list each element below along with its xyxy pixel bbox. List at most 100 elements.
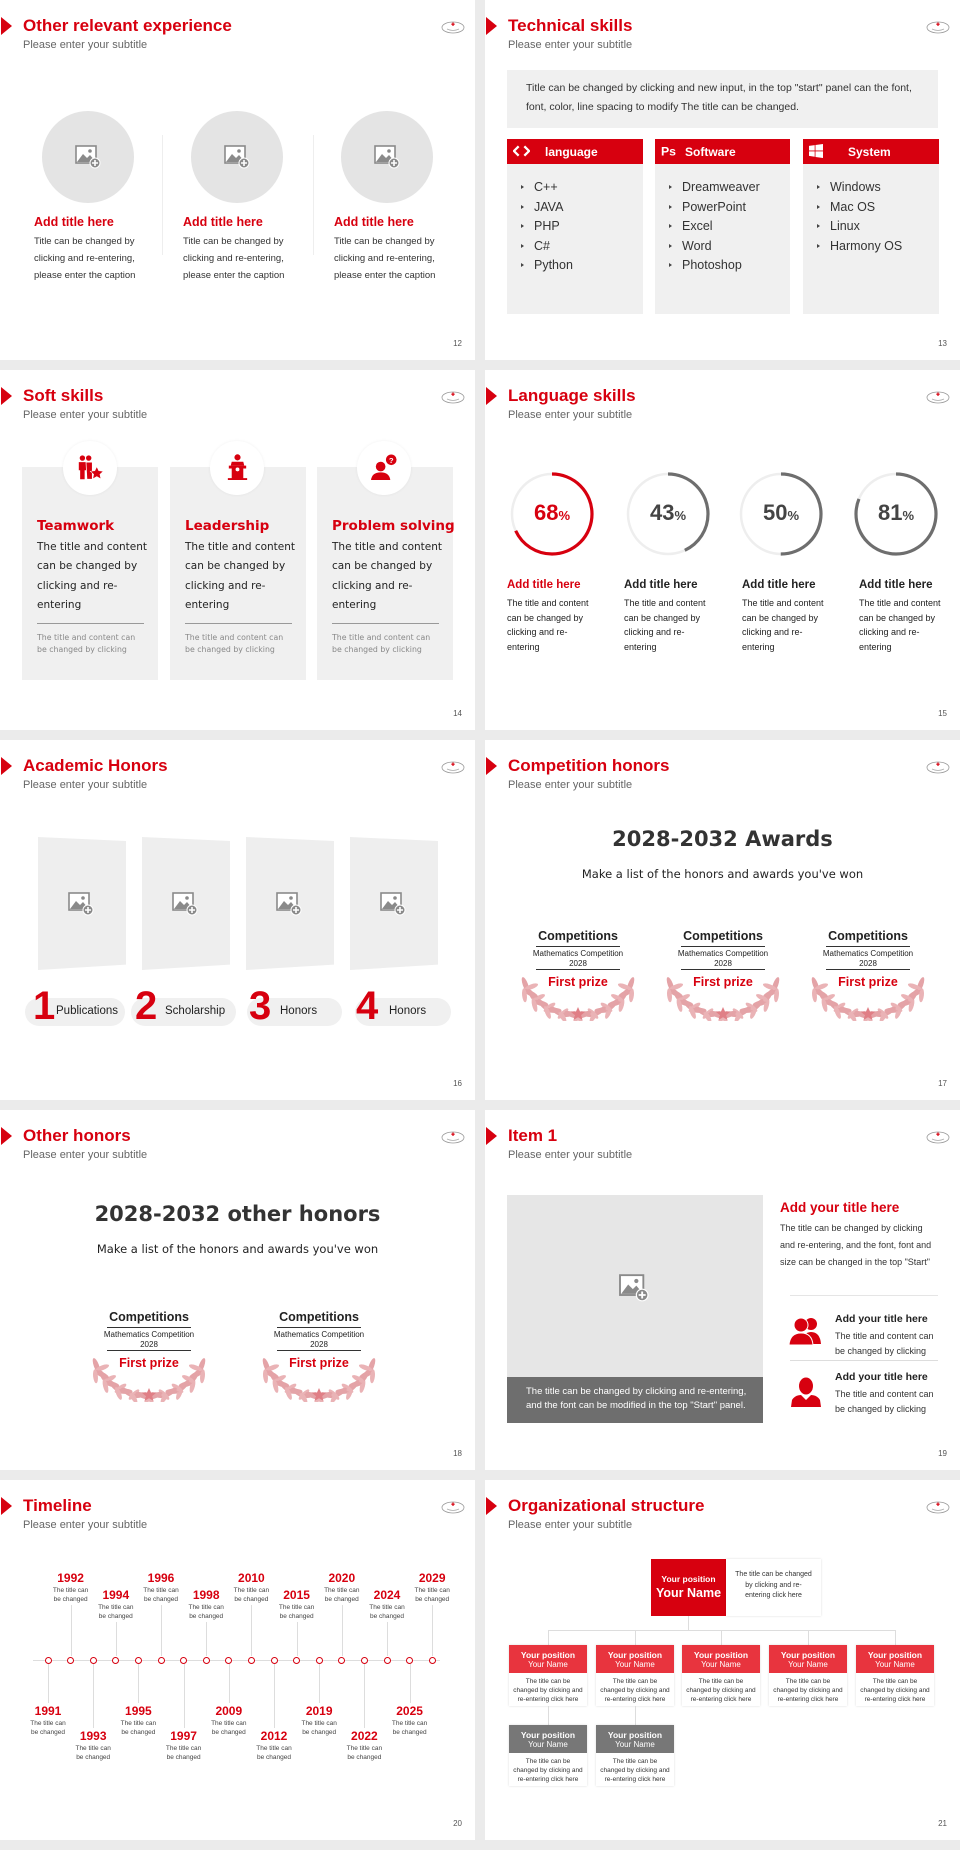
page-number: 19: [938, 1449, 947, 1458]
honors-heading: 2028-2032 other honors: [94, 1202, 381, 1226]
timeline-dot[interactable]: [293, 1656, 301, 1664]
slide-org-structure[interactable]: Organizational structure Please enter yo…: [485, 1480, 960, 1840]
skill-item: Windows: [817, 180, 881, 194]
timeline-year: 1997: [170, 1729, 197, 1743]
slide-timeline[interactable]: Timeline Please enter your subtitle 1991…: [0, 1480, 475, 1840]
org-top-box[interactable]: Your position Your Name: [651, 1559, 726, 1616]
slide-title: Language skills: [508, 386, 636, 405]
timeline-dot[interactable]: [180, 1656, 188, 1664]
award-year: 2028: [859, 959, 877, 968]
slide-language-skills[interactable]: Language skills Please enter your subtit…: [485, 370, 960, 730]
skill-card-leadership[interactable]: [170, 467, 306, 680]
page-number: 20: [453, 1819, 462, 1828]
add-image-icon[interactable]: [374, 145, 400, 169]
org-box[interactable]: Your position Your Name The title can be c…: [596, 1645, 674, 1706]
add-image-icon[interactable]: [618, 1274, 650, 1302]
org-box[interactable]: Your position Your Name The title can be c…: [509, 1725, 587, 1786]
podium-speaker-icon: [227, 454, 248, 481]
skill-card-teamwork[interactable]: [22, 467, 158, 680]
timeline-connector: [183, 1664, 185, 1728]
org-name: Your Name: [528, 1740, 568, 1749]
timeline-dot[interactable]: [157, 1656, 165, 1664]
org-top-position: Your position: [661, 1574, 716, 1584]
slide-subtitle: Please enter your subtitle: [508, 409, 633, 421]
skill-card-problem-solving[interactable]: [317, 467, 453, 680]
photo-placeholder[interactable]: [38, 837, 126, 970]
add-image-icon[interactable]: [276, 892, 302, 916]
award-event: Mathematics Competition: [273, 1330, 365, 1339]
slide-academic-honors[interactable]: Academic Honors Please enter your subtit…: [0, 740, 475, 1100]
timeline-dot[interactable]: [428, 1656, 436, 1664]
timeline-dot[interactable]: [406, 1656, 414, 1664]
skill-item-label: Harmony OS: [830, 238, 903, 253]
divider: [162, 135, 163, 255]
image-placeholder[interactable]: [191, 111, 283, 203]
skill-column-system: System Windows Mac OS Linux Harmony OS: [803, 139, 939, 314]
bullet-icon: [669, 204, 672, 209]
timeline-text: The title can be changed: [369, 1604, 405, 1620]
add-image-icon[interactable]: [380, 892, 406, 916]
person-icon: [791, 1377, 821, 1407]
honor-label: Honors: [389, 1005, 427, 1017]
timeline-dot[interactable]: [383, 1656, 391, 1664]
timeline-dot[interactable]: [112, 1656, 120, 1664]
slide-other-honors[interactable]: Other honors Please enter your subtitle …: [0, 1110, 475, 1470]
photo-placeholder[interactable]: [246, 837, 334, 970]
skill-column-label: Software: [685, 145, 736, 159]
org-position: Your position: [867, 1650, 923, 1660]
photo-placeholder[interactable]: [350, 837, 438, 970]
org-box[interactable]: Your position Your Name The title can be c…: [856, 1645, 934, 1706]
main-title: Add your title here: [780, 1200, 900, 1215]
org-box[interactable]: Your position Your Name The title can be c…: [769, 1645, 847, 1706]
skill-column-header[interactable]: System: [803, 139, 939, 164]
slide-item-1[interactable]: Item 1 Please enter your subtitle The ti…: [485, 1110, 960, 1470]
slide-competition-honors[interactable]: Competition honors Please enter your sub…: [485, 740, 960, 1100]
bullet-icon: [817, 243, 820, 248]
timeline-dot[interactable]: [247, 1656, 255, 1664]
photo-placeholder[interactable]: [142, 837, 230, 970]
org-box[interactable]: Your position Your Name The title can be c…: [509, 1645, 587, 1706]
org-text: The title can be changed by clicking and…: [600, 1758, 670, 1783]
org-position: Your position: [780, 1650, 836, 1660]
timeline-dot[interactable]: [44, 1656, 52, 1664]
logo-icon: [926, 1501, 950, 1514]
timeline-dot[interactable]: [315, 1656, 323, 1664]
image-placeholder[interactable]: [507, 1195, 763, 1377]
timeline-dot[interactable]: [67, 1656, 75, 1664]
timeline-dot[interactable]: [360, 1656, 368, 1664]
bullet-icon: [669, 185, 672, 189]
timeline-dot[interactable]: [202, 1656, 210, 1664]
award-prize: First prize: [693, 975, 753, 989]
slide-subtitle: Please enter your subtitle: [23, 1519, 148, 1531]
timeline-year: 2010: [238, 1571, 265, 1585]
image-placeholder[interactable]: [341, 111, 433, 203]
org-position: Your position: [693, 1650, 749, 1660]
add-image-icon[interactable]: [172, 892, 198, 916]
skill-column-header[interactable]: Ps Software: [655, 139, 790, 164]
award-wreath: Competitions Mathematics Competition 2028 F…: [653, 921, 793, 1021]
org-box[interactable]: Your position Your Name The title can be c…: [596, 1725, 674, 1786]
timeline-dot[interactable]: [270, 1656, 278, 1664]
timeline-dot[interactable]: [225, 1656, 233, 1664]
add-image-icon[interactable]: [75, 145, 101, 169]
timeline-dot[interactable]: [89, 1656, 97, 1664]
skill-item-label: JAVA: [534, 199, 564, 214]
entry-title: Add your title here: [835, 1313, 928, 1325]
divider: [826, 969, 910, 970]
timeline-dot[interactable]: [134, 1656, 142, 1664]
timeline-year: 2024: [373, 1588, 401, 1602]
divider: [536, 946, 620, 947]
image-caption: The title can be changed by clicking and…: [526, 1386, 747, 1411]
image-placeholder[interactable]: [42, 111, 134, 203]
card-title: Teamwork: [37, 518, 115, 534]
connector: [548, 1630, 896, 1631]
org-box[interactable]: Your position Your Name The title can be c…: [682, 1645, 760, 1706]
bullet-icon: [669, 243, 672, 248]
timeline-dot[interactable]: [338, 1656, 346, 1664]
add-image-icon[interactable]: [224, 145, 250, 169]
slide-other-experience[interactable]: Other relevant experience Please enter y…: [0, 0, 475, 360]
skill-column-header[interactable]: language: [507, 139, 643, 164]
slide-soft-skills[interactable]: Soft skills Please enter your subtitle T…: [0, 370, 475, 730]
add-image-icon[interactable]: [68, 892, 94, 916]
slide-technical-skills[interactable]: Technical skills Please enter your subti…: [485, 0, 960, 360]
